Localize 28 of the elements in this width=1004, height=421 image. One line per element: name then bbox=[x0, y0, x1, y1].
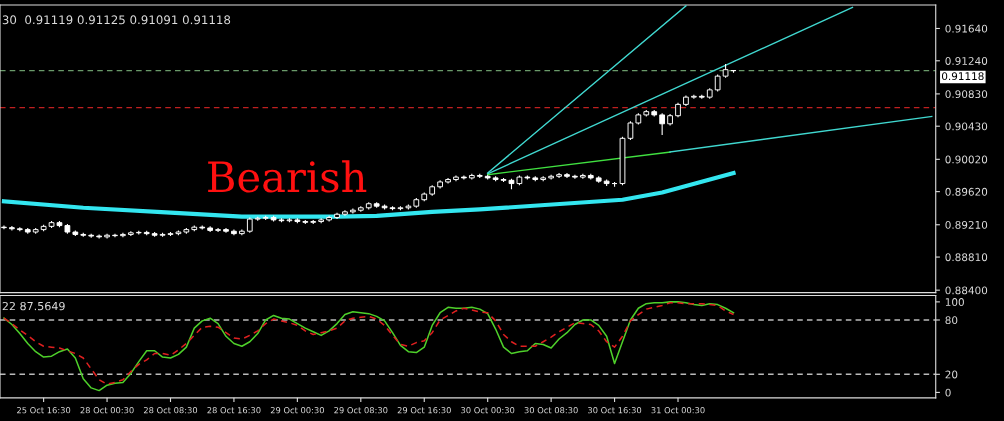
y-tick-label: 0.90020 bbox=[945, 155, 988, 164]
y-tick-label: 0.90830 bbox=[945, 90, 988, 99]
x-tick-label: 30 Oct 08:30 bbox=[524, 407, 578, 414]
x-tick-label: 30 Oct 00:30 bbox=[461, 407, 515, 414]
ref-line-label: 0.91118 bbox=[941, 72, 984, 81]
annotation: 22 87.5649 bbox=[2, 301, 65, 311]
y-tick-label: 0.89210 bbox=[945, 220, 988, 229]
annotation: Bearish bbox=[208, 160, 367, 193]
x-tick-label: 28 Oct 16:30 bbox=[207, 407, 261, 414]
y-tick-label: 80 bbox=[945, 316, 958, 325]
x-tick-label: 28 Oct 08:30 bbox=[143, 407, 198, 414]
x-tick-label: 28 Oct 00:30 bbox=[80, 407, 134, 414]
y-tick-label: 0.91640 bbox=[945, 24, 988, 33]
y-tick-label: 0.88400 bbox=[945, 286, 988, 295]
y-tick-label: 0.90430 bbox=[945, 122, 988, 131]
x-tick-label: 29 Oct 16:30 bbox=[397, 407, 451, 414]
y-tick-label: 100 bbox=[945, 298, 964, 306]
y-tick-label: 0 bbox=[945, 388, 951, 397]
y-tick-label: 0.91240 bbox=[945, 57, 988, 65]
x-tick-label: 30 Oct 16:30 bbox=[588, 407, 642, 414]
y-tick-label: 0.88810 bbox=[945, 253, 988, 262]
x-tick-label: 31 Oct 00:30 bbox=[651, 407, 705, 414]
y-tick-label: 20 bbox=[945, 370, 958, 379]
x-tick-label: 29 Oct 08:30 bbox=[334, 407, 388, 414]
x-tick-label: 29 Oct 00:30 bbox=[270, 407, 324, 414]
annotation: 30 0.91119 0.91125 0.91091 0.91118 bbox=[2, 15, 231, 25]
y-tick-label: 0.89620 bbox=[945, 187, 988, 196]
x-tick-label: 25 Oct 16:30 bbox=[17, 407, 71, 414]
